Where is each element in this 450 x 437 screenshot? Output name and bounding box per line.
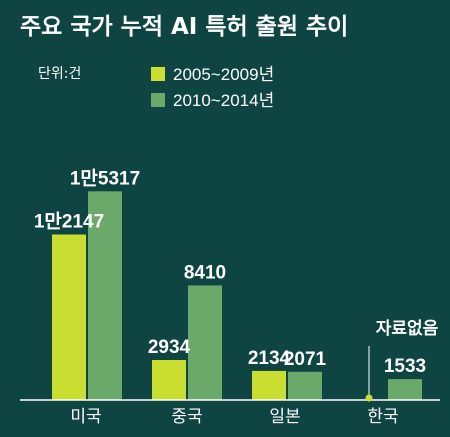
annotation-dot-0 <box>365 394 373 402</box>
legend-swatch-series-2 <box>151 93 165 107</box>
category-label-3: 한국 <box>367 407 398 427</box>
bar-1-0 <box>52 234 86 400</box>
bar-2-0 <box>88 191 122 400</box>
bar-2-1 <box>188 285 222 400</box>
bar-2-2 <box>288 371 322 400</box>
bars <box>52 191 422 400</box>
annotation-text-0: 자료없음 <box>376 319 439 339</box>
legend-swatch-series-1 <box>151 67 165 81</box>
category-label-2: 일본 <box>269 407 300 427</box>
annotations: 자료없음 <box>365 319 439 402</box>
category-label-0: 미국 <box>70 407 101 427</box>
category-label-1: 중국 <box>171 407 202 427</box>
category-labels: 미국 중국 일본 한국 <box>70 407 398 427</box>
chart-title: 주요 국가 누적 AI 특허 출원 추이 <box>20 14 348 40</box>
value-label-2-0: 1만5317 <box>70 167 140 189</box>
value-label-1-1: 2934 <box>148 337 191 358</box>
value-label-2-2: 2071 <box>284 349 327 370</box>
value-label-2-1: 8410 <box>184 262 226 283</box>
bar-2-3 <box>388 379 422 400</box>
legend-label-series-1: 2005~2009년 <box>173 65 274 84</box>
bar-1-1 <box>152 360 186 400</box>
value-label-1-0: 1만2147 <box>34 210 104 232</box>
value-label-1-2: 2134 <box>248 348 291 369</box>
bar-1-2 <box>252 370 286 400</box>
unit-label: 단위:건 <box>38 66 81 82</box>
legend: 2005~2009년 2010~2014년 <box>151 65 274 110</box>
value-label-2-3: 1533 <box>384 356 426 377</box>
legend-label-series-2: 2010~2014년 <box>173 91 274 110</box>
